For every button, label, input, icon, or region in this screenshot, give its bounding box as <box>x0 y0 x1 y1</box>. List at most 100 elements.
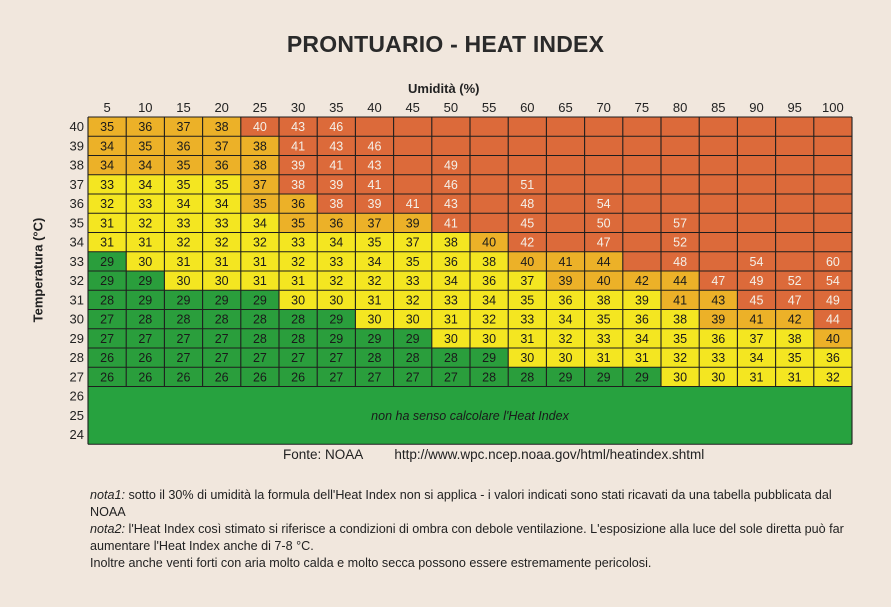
heat-cell <box>813 136 853 156</box>
heat-cell <box>317 309 356 330</box>
cell-value: 38 <box>482 255 496 269</box>
cell-value: 31 <box>253 255 267 269</box>
heat-cell <box>546 232 585 253</box>
heat-cell <box>775 136 815 156</box>
x-tick-label: 20 <box>214 100 228 115</box>
x-tick-label: 95 <box>787 100 801 115</box>
cell-value: 27 <box>253 351 267 365</box>
heat-cell <box>661 213 700 233</box>
heat-cell <box>317 232 356 253</box>
heat-cell <box>546 309 585 330</box>
heat-cell <box>546 174 585 195</box>
cell-value: 36 <box>559 293 573 307</box>
heat-cell <box>164 290 203 310</box>
cell-value: 30 <box>368 313 382 327</box>
heat-cell <box>813 290 853 310</box>
cell-value: 27 <box>177 351 191 365</box>
heat-cell <box>737 309 776 330</box>
heat-cell <box>126 213 165 233</box>
cell-value: 37 <box>750 332 764 346</box>
heat-cell <box>737 136 776 156</box>
heat-cell <box>470 117 509 137</box>
heat-cell <box>775 213 815 233</box>
source-label: Fonte: NOAA <box>283 447 363 462</box>
cell-value: 41 <box>329 159 343 173</box>
cell-value: 28 <box>253 313 267 327</box>
cell-value: 30 <box>711 370 725 384</box>
heat-cell <box>470 232 509 253</box>
heat-cell <box>431 271 471 291</box>
cell-value: 34 <box>100 159 114 173</box>
heat-cell <box>431 290 471 310</box>
y-tick-label: 28 <box>70 350 84 365</box>
heat-cell <box>622 117 662 137</box>
heat-cell <box>279 232 318 253</box>
heat-cell <box>661 251 700 272</box>
heat-cell <box>202 194 242 214</box>
heat-cell <box>699 174 738 195</box>
heat-cell <box>775 194 815 214</box>
heat-cell <box>240 155 280 176</box>
cell-value: 29 <box>368 332 382 346</box>
cell-value: 27 <box>177 332 191 346</box>
heat-cell <box>546 213 585 233</box>
note-2-text: l'Heat Index così stimato si riferisce a… <box>90 522 844 553</box>
heat-cell <box>546 117 585 137</box>
cell-value: 27 <box>368 370 382 384</box>
cell-value: 30 <box>444 332 458 346</box>
heat-cell <box>164 194 203 214</box>
heat-cell <box>470 290 509 310</box>
heat-cell <box>470 328 509 349</box>
y-tick-label: 26 <box>70 389 84 404</box>
cell-value: 41 <box>673 293 687 307</box>
heat-cell <box>699 213 738 233</box>
cell-value: 36 <box>177 139 191 153</box>
heat-cell <box>661 271 700 291</box>
heat-cell <box>355 348 394 368</box>
cell-value: 30 <box>215 274 229 288</box>
heat-cell <box>126 136 165 156</box>
heat-cell <box>661 367 700 387</box>
cell-value: 30 <box>406 313 420 327</box>
heat-cell <box>240 194 280 214</box>
cell-value: 29 <box>597 370 611 384</box>
cell-value: 41 <box>750 313 764 327</box>
cell-value: 38 <box>788 332 802 346</box>
heat-cell <box>775 348 815 368</box>
below-threshold-note: non ha senso calcolare l'Heat Index <box>371 409 569 423</box>
source-url[interactable]: http://www.wpc.ncep.noaa.gov/html/heatin… <box>394 447 705 462</box>
heat-cell <box>393 155 433 176</box>
heat-cell <box>737 194 776 214</box>
cell-value: 33 <box>711 351 725 365</box>
heat-cell <box>661 136 700 156</box>
cell-value: 26 <box>177 370 191 384</box>
cell-value: 29 <box>559 370 573 384</box>
heat-cell <box>355 194 394 214</box>
heat-cell <box>431 194 471 214</box>
heat-cell <box>202 328 242 349</box>
heat-cell <box>164 328 203 349</box>
heat-cell <box>584 328 624 349</box>
heat-cell <box>470 309 509 330</box>
cell-value: 37 <box>177 120 191 134</box>
cell-value: 35 <box>215 178 229 192</box>
heat-cell <box>775 174 815 195</box>
note-2-label: nota2: <box>90 522 126 536</box>
y-tick-label: 39 <box>70 138 84 153</box>
heat-cell <box>393 194 433 214</box>
cell-value: 32 <box>138 216 152 230</box>
cell-value: 43 <box>444 197 458 211</box>
heat-cell <box>813 117 853 137</box>
heat-cell <box>202 271 242 291</box>
cell-value: 45 <box>750 293 764 307</box>
heat-cell <box>317 117 356 137</box>
heat-cell <box>546 194 585 214</box>
heat-cell <box>317 348 356 368</box>
heat-cell <box>508 232 547 253</box>
cell-value: 37 <box>215 139 229 153</box>
note-1-label: nota1: <box>90 488 126 502</box>
heat-cell <box>126 117 165 137</box>
heat-cell <box>431 213 471 233</box>
cell-value: 60 <box>826 255 840 269</box>
cell-value: 41 <box>291 139 305 153</box>
